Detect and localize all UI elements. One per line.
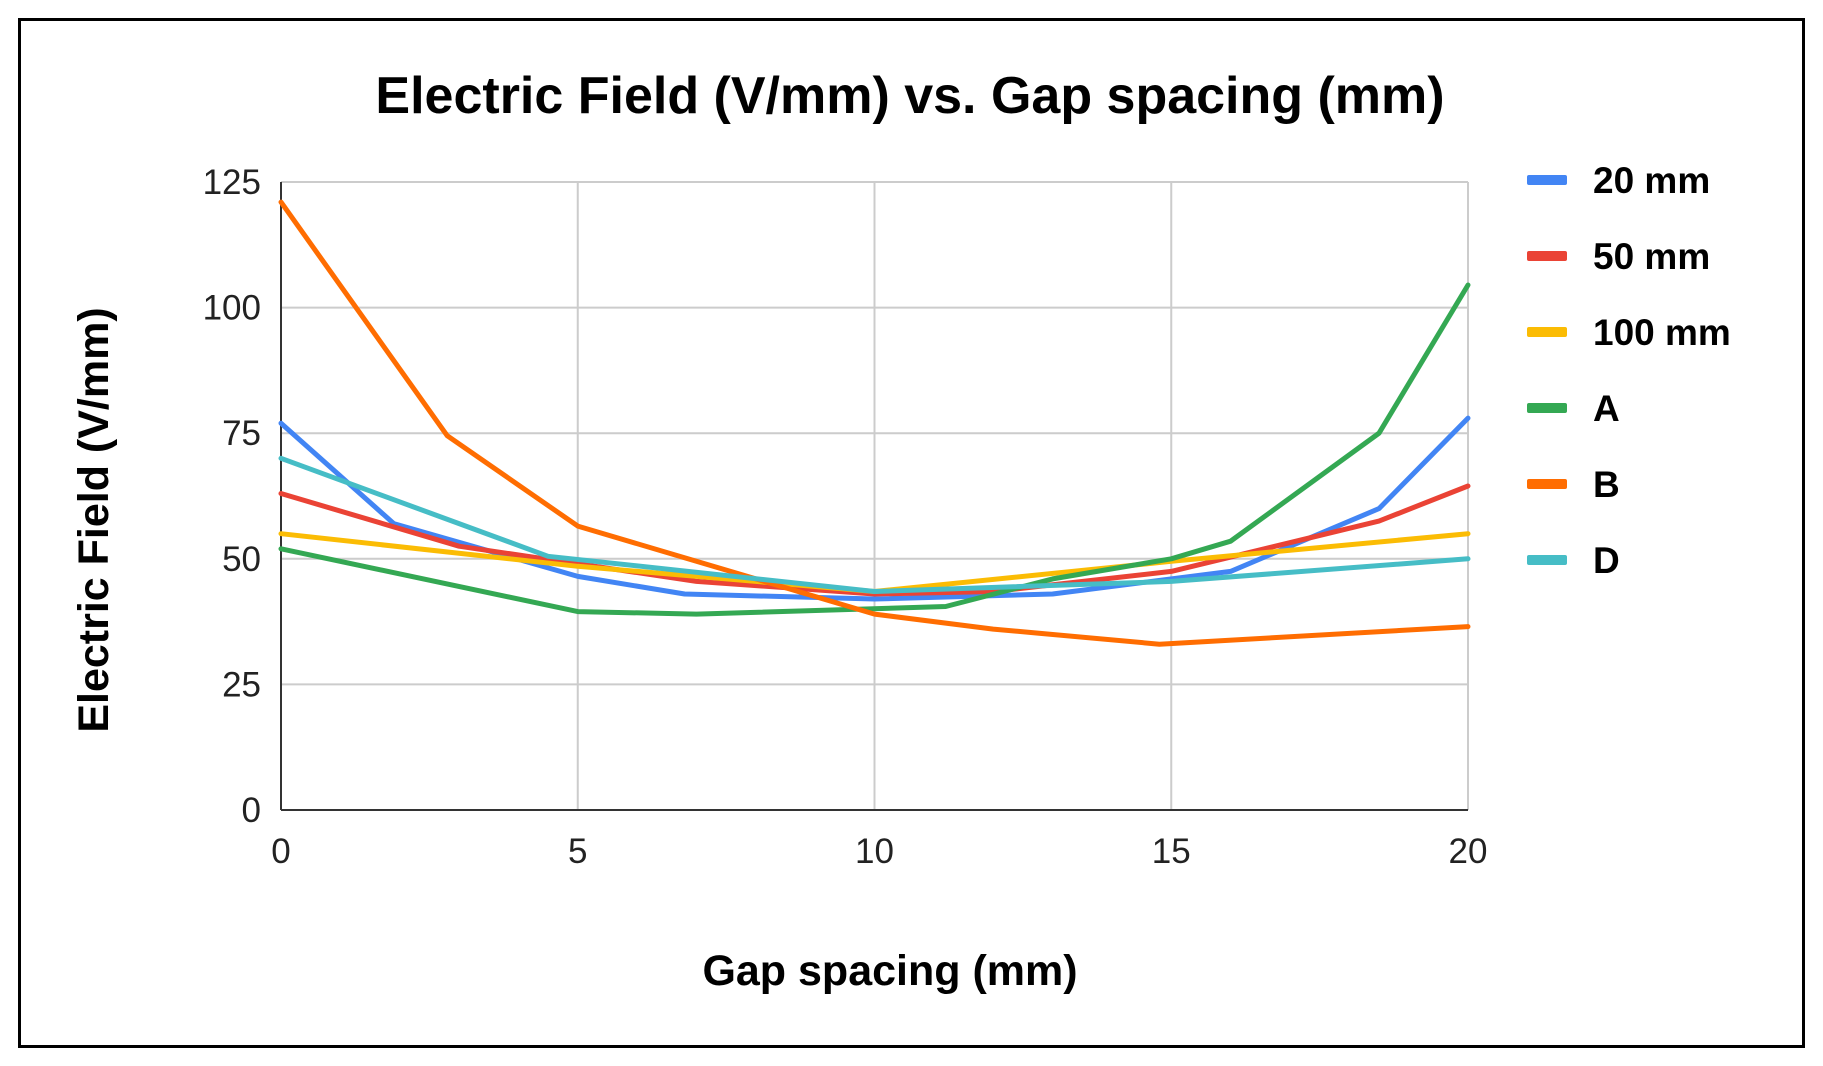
series-line-b — [278, 199, 1471, 647]
legend-label: D — [1593, 540, 1620, 581]
x-axis-title: Gap spacing (mm) — [702, 947, 1077, 995]
x-tick-label: 10 — [855, 832, 894, 871]
legend-swatch — [1527, 555, 1567, 565]
series-line-d — [278, 455, 1471, 594]
y-axis-title: Electric Field (V/mm) — [70, 307, 118, 732]
legend-swatch — [1527, 327, 1567, 337]
legend-label: B — [1593, 464, 1620, 505]
legend-label: 50 mm — [1593, 236, 1710, 277]
chart-title: Electric Field (V/mm) vs. Gap spacing (m… — [375, 67, 1444, 125]
legend-swatch — [1527, 251, 1567, 261]
series-line-50-mm — [278, 483, 1471, 597]
legend-label: 100 mm — [1593, 312, 1731, 353]
y-tick-label: 125 — [203, 163, 261, 202]
legend-swatch — [1527, 403, 1567, 413]
series-line-20-mm — [278, 415, 1471, 602]
legend: 20 mm 50 mm 100 mm ABD — [1527, 160, 1731, 581]
y-tick-label: 25 — [222, 665, 261, 704]
legend-swatch — [1527, 175, 1567, 185]
x-tick-label: 0 — [271, 832, 290, 871]
y-tick-label: 75 — [222, 414, 261, 453]
series-lines — [278, 199, 1471, 647]
x-tick-label: 15 — [1152, 832, 1191, 871]
y-tick-label: 0 — [242, 791, 261, 830]
legend-label: A — [1593, 388, 1620, 429]
legend-label: 20 mm — [1593, 160, 1710, 201]
tick-labels: 0 25 50 75 100 125 0 5 10 15 20 — [203, 163, 1488, 871]
chart-frame — [18, 18, 1805, 1048]
x-tick-label: 5 — [568, 832, 587, 871]
x-tick-label: 20 — [1449, 832, 1488, 871]
legend-swatch — [1527, 479, 1567, 489]
y-tick-label: 50 — [222, 540, 261, 579]
series-line-a — [278, 282, 1471, 617]
y-tick-label: 100 — [203, 289, 261, 328]
